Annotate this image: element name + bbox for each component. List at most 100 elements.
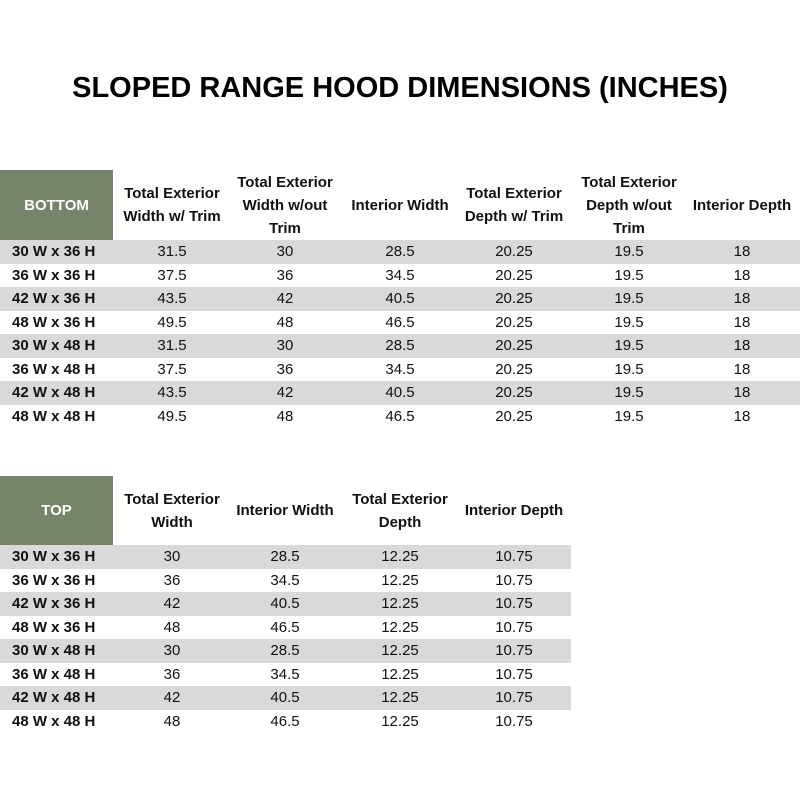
- cell: 19.5: [614, 266, 644, 284]
- cell: 36: [163, 571, 181, 589]
- cell: 12.25: [381, 689, 419, 706]
- cell: 20.25: [495, 243, 533, 260]
- row-label: 42 W x 48 H: [12, 689, 96, 706]
- cell: 42: [163, 595, 181, 612]
- cell: 18: [733, 384, 751, 401]
- cell: 19.5: [614, 290, 644, 307]
- row-stripe: [0, 639, 571, 663]
- cell: 46.5: [385, 407, 415, 425]
- cell: 40.5: [385, 290, 415, 307]
- cell: 40.5: [385, 384, 415, 401]
- row-label: 36 W x 36 H: [12, 266, 96, 284]
- cell: 40.5: [270, 595, 300, 612]
- cell: 40.5: [270, 689, 300, 706]
- row-label: 30 W x 48 H: [12, 642, 96, 659]
- cell: 19.5: [614, 384, 644, 401]
- cell: 36: [276, 266, 294, 284]
- cell: 28.5: [385, 243, 415, 260]
- cell: 42: [276, 384, 294, 401]
- cell: 28.5: [270, 548, 300, 565]
- column-header: Interior Width: [236, 502, 334, 519]
- cell: 20.25: [495, 337, 533, 354]
- cell: 18: [733, 407, 751, 425]
- cell: 12.25: [381, 642, 419, 659]
- cell: 10.75: [495, 548, 533, 565]
- cell: 10.75: [495, 571, 533, 589]
- row-stripe: [0, 381, 800, 405]
- cell: 12.25: [381, 618, 419, 636]
- column-header: Total Exterior Width: [124, 490, 220, 531]
- row-label: 48 W x 36 H: [12, 313, 96, 331]
- row-stripe: [0, 686, 571, 710]
- row-label: 42 W x 36 H: [12, 595, 96, 612]
- cell: 18: [733, 360, 751, 378]
- cell: 19.5: [614, 313, 644, 331]
- cell: 36: [276, 360, 294, 378]
- cell: 30: [276, 337, 294, 354]
- cell: 20.25: [495, 384, 533, 401]
- cell: 30: [276, 243, 294, 260]
- row-label: 42 W x 36 H: [12, 290, 96, 307]
- cell: 10.75: [495, 689, 533, 706]
- cell: 12.25: [381, 712, 419, 730]
- cell: 20.25: [495, 407, 533, 425]
- cell: 34.5: [385, 360, 415, 378]
- row-stripe: [0, 287, 800, 311]
- cell: 18: [733, 290, 751, 307]
- cell: 36: [163, 665, 181, 683]
- cell: 48: [276, 407, 294, 425]
- cell: 20.25: [495, 313, 533, 331]
- cell: 43.5: [157, 384, 187, 401]
- column-header: Total Exterior Width w/ Trim: [123, 185, 221, 225]
- header-label: BOTTOM: [0, 170, 113, 240]
- cell: 20.25: [495, 290, 533, 307]
- row-label: 36 W x 36 H: [12, 571, 96, 589]
- cell: 30: [163, 642, 181, 659]
- cell: 10.75: [495, 595, 533, 612]
- cell: 49.5: [157, 407, 187, 425]
- cell: 10.75: [495, 642, 533, 659]
- cell: 18: [733, 313, 751, 331]
- column-header: Interior Depth: [464, 502, 564, 519]
- row-label: 42 W x 48 H: [12, 384, 96, 401]
- cell: 43.5: [157, 290, 187, 307]
- row-stripe: [0, 240, 800, 264]
- cell: 10.75: [495, 618, 533, 636]
- column-header: Total Exterior Depth: [352, 490, 448, 531]
- cell: 19.5: [614, 337, 644, 354]
- cell: 12.25: [381, 595, 419, 612]
- cell: 10.75: [495, 665, 533, 683]
- column-header: Interior Depth: [692, 196, 792, 214]
- cell: 34.5: [270, 571, 300, 589]
- cell: 20.25: [495, 266, 533, 284]
- header-label: TOP: [0, 476, 113, 545]
- row-label: 30 W x 36 H: [12, 548, 96, 565]
- row-label: 30 W x 36 H: [12, 243, 96, 260]
- cell: 31.5: [157, 337, 187, 354]
- cell: 12.25: [381, 548, 419, 565]
- cell: 49.5: [157, 313, 187, 331]
- cell: 42: [163, 689, 181, 706]
- cell: 12.25: [381, 571, 419, 589]
- cell: 48: [163, 618, 181, 636]
- cell: 46.5: [270, 712, 300, 730]
- row-label: 36 W x 48 H: [12, 665, 96, 683]
- row-label: 48 W x 36 H: [12, 618, 96, 636]
- title: SLOPED RANGE HOOD DIMENSIONS (INCHES): [72, 72, 728, 104]
- cell: 48: [163, 712, 181, 730]
- cell: 18: [733, 337, 751, 354]
- cell: 28.5: [385, 337, 415, 354]
- row-label: 36 W x 48 H: [12, 360, 96, 378]
- cell: 34.5: [270, 665, 300, 683]
- cell: 34.5: [385, 266, 415, 284]
- cell: 30: [163, 548, 181, 565]
- cell: 48: [276, 313, 294, 331]
- row-stripe: [0, 334, 800, 358]
- column-header: Interior Width: [351, 196, 449, 214]
- row-stripe: [0, 592, 571, 616]
- cell: 46.5: [385, 313, 415, 331]
- cell: 37.5: [157, 266, 187, 284]
- cell: 10.75: [495, 712, 533, 730]
- cell: 46.5: [270, 618, 300, 636]
